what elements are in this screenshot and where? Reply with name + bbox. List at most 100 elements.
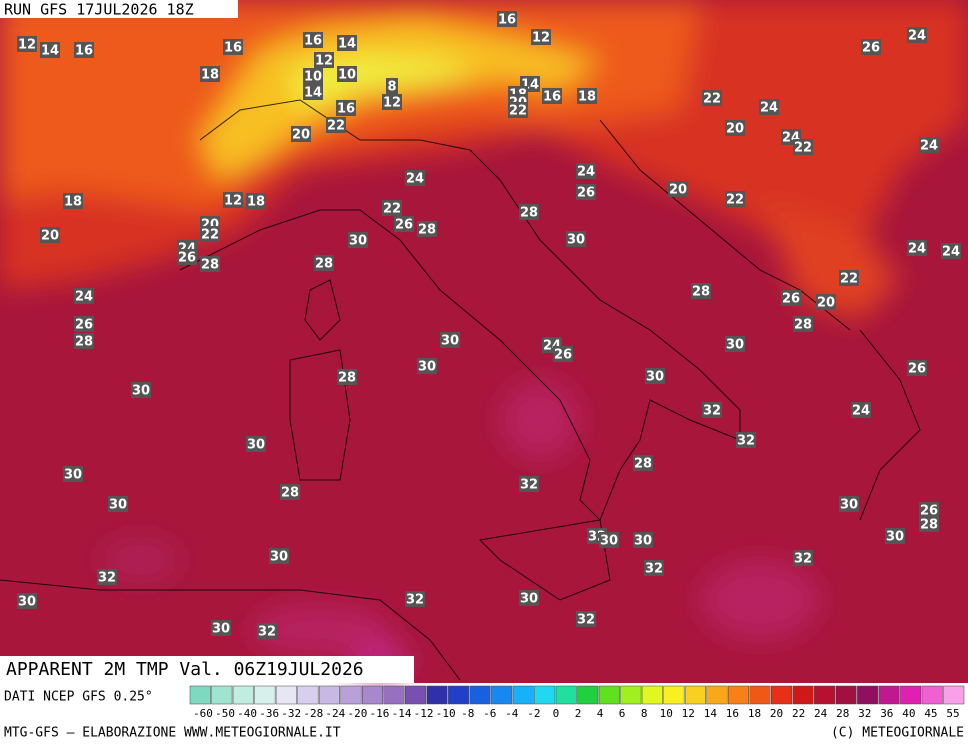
temp-label: 30 <box>839 496 859 513</box>
label-box <box>97 569 117 585</box>
label-text: 28 <box>338 371 356 386</box>
label-box <box>553 346 573 362</box>
scale-tick-label: -32 <box>281 707 301 720</box>
label-text: 22 <box>703 92 721 107</box>
label-box <box>246 436 266 452</box>
label-text: 22 <box>383 202 401 217</box>
label-box <box>131 382 151 398</box>
temp-label: 24 <box>907 27 927 44</box>
label-text: 14 <box>338 37 356 52</box>
label-box <box>781 290 801 306</box>
scale-tick-label: 12 <box>682 707 695 720</box>
label-box <box>839 270 859 286</box>
temp-label: 16 <box>497 11 517 28</box>
label-text: 24 <box>920 139 938 154</box>
temp-label: 30 <box>417 358 437 375</box>
label-text: 30 <box>109 498 127 513</box>
temp-label: 24 <box>907 240 927 257</box>
label-box <box>793 316 813 332</box>
label-text: 30 <box>132 384 150 399</box>
temp-label: 28 <box>633 455 653 472</box>
scale-tick-label: -10 <box>436 707 456 720</box>
temp-label: 14 <box>303 84 323 101</box>
label-box <box>74 333 94 349</box>
temp-label: 26 <box>74 316 94 333</box>
temp-label: 28 <box>519 204 539 221</box>
label-text: 14 <box>41 44 59 59</box>
label-text: 30 <box>64 468 82 483</box>
label-text: 32 <box>258 625 276 640</box>
label-text: 32 <box>98 571 116 586</box>
scale-tick-label: -8 <box>461 707 474 720</box>
label-text: 26 <box>862 41 880 56</box>
scale-swatch <box>469 685 491 705</box>
label-text: 20 <box>817 296 835 311</box>
temp-label: 32 <box>257 623 277 640</box>
temp-label: 30 <box>211 620 231 637</box>
label-text: 26 <box>577 186 595 201</box>
label-text: 18 <box>201 68 219 83</box>
temp-label: 16 <box>223 39 243 56</box>
label-box <box>793 550 813 566</box>
label-text: 30 <box>646 370 664 385</box>
label-text: 12 <box>18 38 36 53</box>
scale-swatch <box>598 685 620 705</box>
label-text: 24 <box>908 29 926 44</box>
label-box <box>211 620 231 636</box>
label-box <box>907 360 927 376</box>
temp-label: 16 <box>74 42 94 59</box>
color-scale: -60 -50 -40 -36 -32 -28 -24 -20 -16 -14 -12 -10 -8 -6… <box>189 685 965 720</box>
label-box <box>531 29 551 45</box>
label-box <box>280 484 300 500</box>
label-text: 12 <box>383 96 401 111</box>
label-box <box>633 532 653 548</box>
label-box <box>63 466 83 482</box>
temp-label: 18 <box>200 66 220 83</box>
temp-label: 32 <box>519 476 539 493</box>
label-box <box>691 283 711 299</box>
label-text: 24 <box>406 172 424 187</box>
temp-label: 22 <box>702 90 722 107</box>
scale-tick-label: 16 <box>726 707 739 720</box>
label-text: 24 <box>577 165 595 180</box>
scale-swatch <box>555 685 577 705</box>
label-box <box>382 200 402 216</box>
scale-swatch <box>534 685 556 705</box>
temp-label: 22 <box>508 102 528 119</box>
scale-tick-label: 24 <box>814 707 828 720</box>
temp-label: 30 <box>17 593 37 610</box>
scale-tick-label: 22 <box>792 707 805 720</box>
label-text: 30 <box>441 334 459 349</box>
scale-tick-label: -14 <box>392 707 412 720</box>
label-box <box>885 528 905 544</box>
scale-tick-label: 8 <box>641 707 648 720</box>
label-text: 24 <box>908 242 926 257</box>
label-box <box>17 36 37 52</box>
scale-swatch <box>318 685 340 705</box>
temp-label: 30 <box>566 231 586 248</box>
temp-label: 22 <box>200 226 220 243</box>
label-box <box>177 249 197 265</box>
label-text: 22 <box>509 104 527 119</box>
temp-label: 8 <box>386 78 398 95</box>
label-text: 30 <box>886 530 904 545</box>
scale-swatch <box>620 685 642 705</box>
label-text: 28 <box>315 257 333 272</box>
label-box <box>303 68 323 84</box>
temperature-labels: 1214161612161614121010814121618262414182… <box>17 11 961 640</box>
scale-tick-label: 2 <box>575 707 582 720</box>
label-text: 30 <box>634 534 652 549</box>
label-box <box>851 402 871 418</box>
temp-label: 30 <box>108 496 128 513</box>
temp-label: 22 <box>725 191 745 208</box>
scale-swatch <box>254 685 276 705</box>
temp-label: 12 <box>382 94 402 111</box>
label-box <box>440 332 460 348</box>
label-text: 12 <box>315 54 333 69</box>
temp-label: 12 <box>17 36 37 53</box>
temp-label: 32 <box>405 591 425 608</box>
scale-tick-label: 55 <box>946 707 959 720</box>
temp-label: 24 <box>851 402 871 419</box>
temp-label: 12 <box>314 52 334 69</box>
